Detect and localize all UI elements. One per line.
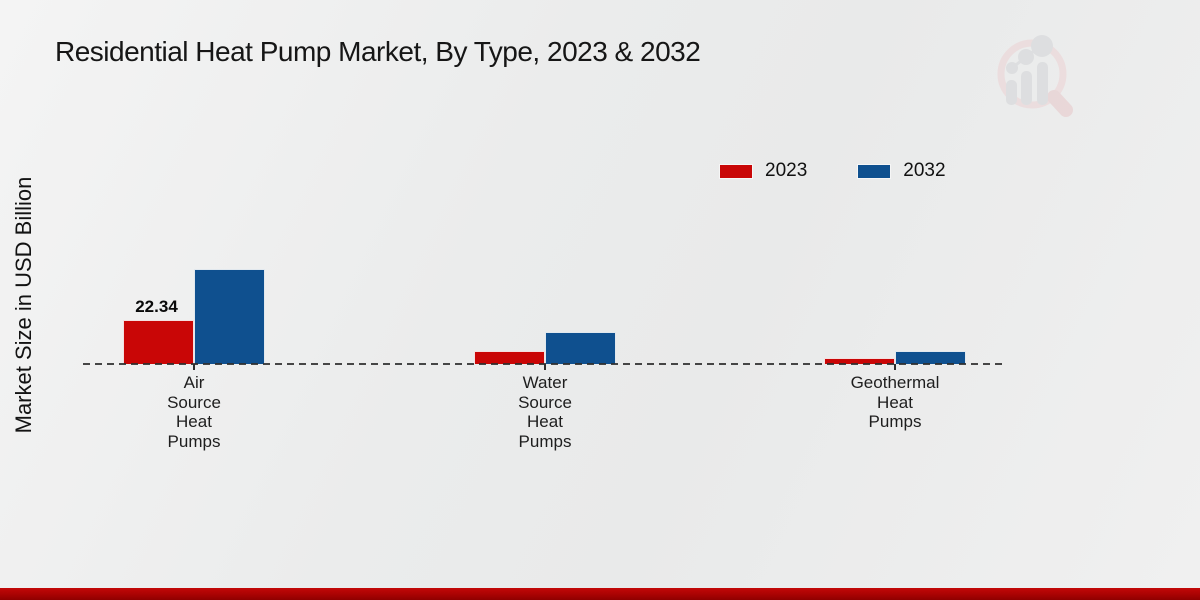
footer-accent-band	[0, 588, 1200, 600]
magnifier-bar-chart-logo-icon	[997, 35, 1073, 117]
bar-2023-geothermal-heat-pumps	[824, 358, 895, 364]
bar-2032-air-source-heat-pumps	[194, 269, 265, 364]
legend: 2023 2032	[719, 160, 946, 182]
chart-title: Residential Heat Pump Market, By Type, 2…	[55, 36, 701, 67]
legend-label-2032: 2032	[903, 160, 946, 181]
x-axis-tick	[193, 364, 195, 370]
bar-2032-geothermal-heat-pumps	[895, 351, 966, 364]
category-label-geothermal-heat-pumps: Geothermal Heat Pumps	[850, 373, 940, 431]
legend-item-2032: 2032	[857, 160, 946, 182]
bar-2023-water-source-heat-pumps	[474, 351, 545, 364]
legend-label-2023: 2023	[765, 160, 808, 181]
bar-2032-water-source-heat-pumps	[545, 332, 616, 364]
category-label-water-source-heat-pumps: Water Source Heat Pumps	[518, 373, 572, 451]
x-axis-tick	[544, 364, 546, 370]
legend-swatch-2023	[719, 163, 753, 179]
bar-2023-air-source-heat-pumps	[123, 320, 194, 364]
category-label-air-source-heat-pumps: Air Source Heat Pumps	[167, 373, 221, 451]
legend-item-2023: 2023	[719, 160, 807, 182]
x-axis-tick	[894, 364, 896, 370]
legend-swatch-2032	[857, 163, 892, 179]
data-label-2023-air-source-heat-pumps: 22.34	[135, 297, 178, 316]
